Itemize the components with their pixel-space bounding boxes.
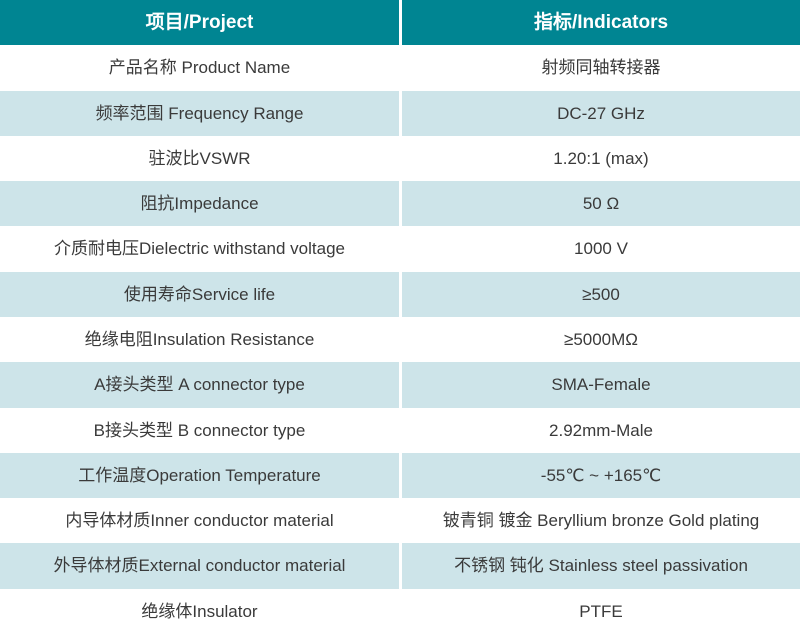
table-header-row: 项目/Project 指标/Indicators <box>0 0 800 46</box>
project-cell: 驻波比VSWR <box>148 148 251 168</box>
project-cell: 介质耐电压Dielectric withstand voltage <box>54 239 345 259</box>
column-divider <box>399 543 402 589</box>
indicator-cell: 铍青铜 镀金 Beryllium bronze Gold plating <box>442 511 760 531</box>
table-row: 频率范围 Frequency Range DC-27 GHz <box>0 90 800 136</box>
indicator-cell: SMA-Female <box>551 375 651 395</box>
indicator-cell: PTFE <box>579 601 623 621</box>
header-cell-indicators: 指标/Indicators <box>533 11 669 33</box>
table-row: 产品名称 Product Name 射频同轴转接器 <box>0 45 800 91</box>
table-row: 使用寿命Service life ≥500 <box>0 271 800 317</box>
column-divider <box>399 271 402 317</box>
column-divider <box>399 407 402 453</box>
indicator-cell: 2.92mm-Male <box>549 420 653 440</box>
project-cell: 产品名称 Product Name <box>108 58 291 78</box>
column-divider <box>399 0 402 46</box>
table-row: 绝缘体Insulator PTFE <box>0 588 800 634</box>
indicator-cell: 1.20:1 (max) <box>553 148 649 168</box>
indicator-cell: ≥500 <box>582 284 620 304</box>
column-divider <box>399 45 402 91</box>
column-divider <box>399 588 402 634</box>
project-cell: 频率范围 Frequency Range <box>95 103 304 123</box>
indicator-cell: 不锈钢 钝化 Stainless steel passivation <box>454 556 748 576</box>
table-row: 工作温度Operation Temperature -55℃ ~ +165℃ <box>0 452 800 499</box>
indicator-cell: ≥5000MΩ <box>563 329 639 349</box>
project-cell: 外导体材质External conductor material <box>53 556 346 576</box>
column-divider <box>399 362 402 408</box>
column-divider <box>399 90 402 136</box>
project-cell: 绝缘体Insulator <box>141 601 258 621</box>
project-cell: 工作温度Operation Temperature <box>78 465 321 485</box>
table-row: 绝缘电阻Insulation Resistance ≥5000MΩ <box>0 316 800 363</box>
indicator-cell: 50 Ω <box>582 194 620 214</box>
project-cell: 阻抗Impedance <box>140 194 259 214</box>
indicator-cell: 射频同轴转接器 <box>541 58 661 78</box>
project-cell: B接头类型 B connector type <box>93 420 306 440</box>
indicator-cell: -55℃ ~ +165℃ <box>540 465 662 485</box>
table-row: B接头类型 B connector type 2.92mm-Male <box>0 407 800 453</box>
column-divider <box>399 452 402 499</box>
table-row: 内导体材质Inner conductor material 铍青铜 镀金 Ber… <box>0 498 800 544</box>
table-row: A接头类型 A connector type SMA-Female <box>0 362 800 408</box>
project-cell: 内导体材质Inner conductor material <box>65 511 334 531</box>
column-divider <box>399 135 402 182</box>
indicator-cell: DC-27 GHz <box>557 103 645 123</box>
project-cell: 绝缘电阻Insulation Resistance <box>84 329 315 349</box>
table-row: 外导体材质External conductor material 不锈钢 钝化 … <box>0 543 800 589</box>
project-cell: A接头类型 A connector type <box>94 375 305 395</box>
column-divider <box>399 181 402 227</box>
column-divider <box>399 316 402 363</box>
table-row: 介质耐电压Dielectric withstand voltage 1000 V <box>0 226 800 272</box>
project-cell: 使用寿命Service life <box>123 284 276 304</box>
column-divider <box>399 498 402 544</box>
header-cell-project: 项目/Project <box>145 11 254 33</box>
table-row: 阻抗Impedance 50 Ω <box>0 181 800 227</box>
indicator-cell: 1000 V <box>574 239 628 259</box>
table-row: 驻波比VSWR 1.20:1 (max) <box>0 135 800 182</box>
column-divider <box>399 226 402 272</box>
